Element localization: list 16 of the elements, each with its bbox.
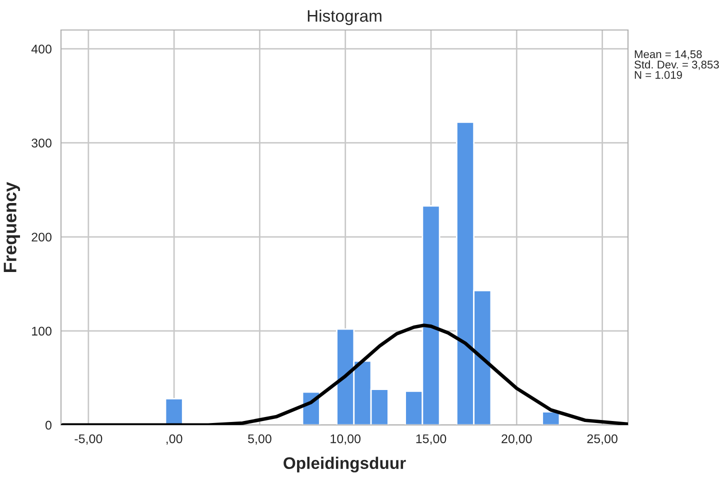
x-tick-label: 15,00 xyxy=(416,434,446,445)
y-tick-label: 200 xyxy=(32,232,52,242)
chart-title: Histogram xyxy=(308,10,382,26)
y-tick-label: 300 xyxy=(32,138,52,148)
x-tick-label: 10,00 xyxy=(330,434,361,445)
y-tick-label: 100 xyxy=(32,326,52,336)
y-axis-title: Frequency xyxy=(4,182,20,272)
y-tick-label: 400 xyxy=(31,44,52,54)
x-tick-label: ,00 xyxy=(166,434,182,445)
x-tick-label: -5,00 xyxy=(74,434,102,445)
x-tick-label: 20,00 xyxy=(502,434,532,445)
x-tick-label: 25,00 xyxy=(587,434,618,445)
y-tick-label: 0 xyxy=(46,420,52,430)
x-tick-label: 5,00 xyxy=(248,434,272,445)
x-axis-title: Opleidingsduur xyxy=(284,456,406,472)
text: Mean = 14,58 Std. Dev. = 3,853 N = 1.019 xyxy=(634,50,719,79)
